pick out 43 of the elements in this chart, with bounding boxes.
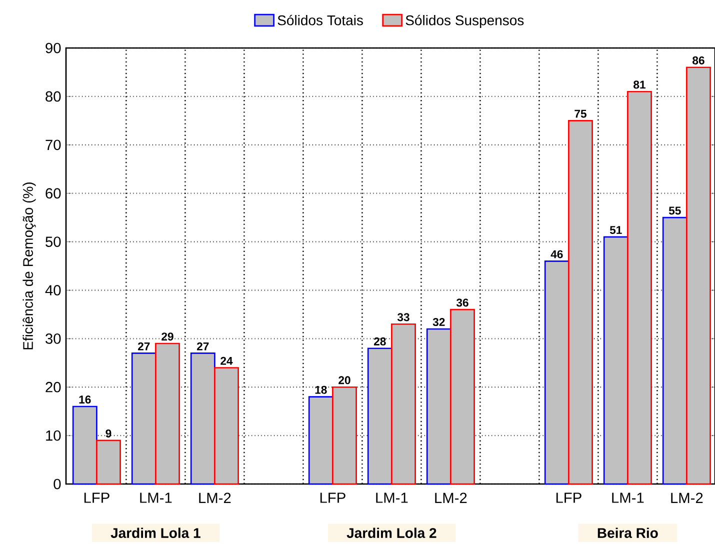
data-label: 29 (162, 332, 174, 341)
data-label: 27 (138, 342, 150, 350)
y-tick-label: 30 (46, 333, 61, 344)
x-tick-label: LM-2 (671, 492, 703, 503)
x-tick-label: LM-2 (435, 492, 467, 503)
y-tick-label: 10 (46, 430, 61, 441)
data-label: 18 (315, 386, 327, 394)
data-label: 51 (610, 226, 622, 234)
data-label: 75 (574, 110, 586, 118)
y-tick-label: 60 (46, 188, 61, 199)
data-label: 9 (106, 429, 112, 438)
y-axis-title: Eficiência de Remoção (%) (22, 182, 36, 350)
x-tick-label: LM-2 (199, 492, 231, 503)
data-label: 24 (220, 356, 233, 365)
y-tick-label: 20 (46, 382, 61, 392)
data-label: 46 (550, 250, 563, 258)
y-tick-label: 0 (54, 478, 61, 490)
x-tick-label: LM-1 (140, 492, 172, 503)
legend-label: Sólidos Totais (278, 14, 363, 26)
data-label: 20 (338, 376, 350, 384)
x-tick-label: LM-1 (612, 492, 644, 503)
data-label: 55 (668, 206, 681, 215)
data-label: 36 (456, 298, 468, 307)
y-tick-label: 70 (46, 140, 61, 150)
text: Beira Rio (598, 528, 658, 538)
data-label: 16 (79, 396, 91, 404)
x-tick-label: LFP (556, 492, 582, 503)
y-tick-label: 50 (46, 236, 61, 247)
data-label: 32 (432, 318, 445, 326)
x-tick-label: LFP (320, 492, 346, 503)
text: Jardim Lola 2 (346, 528, 436, 538)
y-tick-label: 90 (46, 42, 61, 54)
data-label: 33 (397, 313, 410, 322)
data-label: 86 (692, 56, 704, 64)
data-label: 27 (196, 342, 209, 350)
y-tick-label: 80 (46, 91, 61, 102)
legend-label: Sólidos Suspensos (406, 14, 524, 28)
x-tick-label: LFP (84, 492, 110, 503)
data-label: 28 (374, 337, 386, 346)
data-label: 81 (634, 80, 646, 89)
x-tick-label: LM-1 (376, 492, 408, 503)
text: Jardim Lola 1 (110, 528, 200, 538)
y-tick-label: 40 (45, 285, 61, 296)
